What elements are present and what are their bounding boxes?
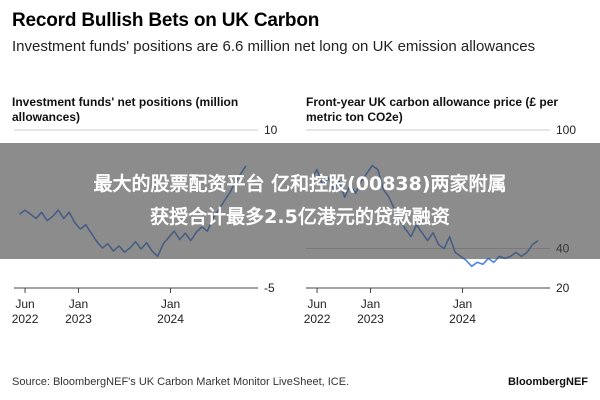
x-tick-label-year: 2024 bbox=[157, 312, 184, 326]
banner-line-2: 获授合计最多2.5亿港元的贷款融资 bbox=[150, 206, 450, 228]
y-tick-label: -5 bbox=[264, 281, 275, 295]
y-tick-label: 100 bbox=[556, 123, 576, 137]
x-tick-label-month: Jan bbox=[453, 297, 472, 311]
x-tick-label-year: 2023 bbox=[357, 312, 384, 326]
x-tick-label-year: 2024 bbox=[449, 312, 476, 326]
x-tick-label-month: Jun bbox=[307, 297, 326, 311]
x-tick-label-month: Jan bbox=[69, 297, 88, 311]
x-tick-label-year: 2022 bbox=[304, 312, 331, 326]
left-chart-title: Investment funds' net positions (million… bbox=[12, 95, 239, 124]
brand-logo-text: BloombergNEF bbox=[507, 376, 588, 388]
y-tick-label: 10 bbox=[264, 123, 278, 137]
x-tick-label-month: Jan bbox=[161, 297, 180, 311]
x-tick-label-year: 2023 bbox=[65, 312, 92, 326]
overlay-banner: 最大的股票配资平台 亿和控股(00838)两家附属 获授合计最多2.5亿港元的贷… bbox=[0, 143, 600, 259]
page-title: Record Bullish Bets on UK Carbon bbox=[12, 10, 320, 31]
source-note: Source: BloombergNEF's UK Carbon Market … bbox=[12, 376, 350, 388]
banner-line-1: 最大的股票配资平台 亿和控股(00838)两家附属 bbox=[93, 173, 507, 195]
y-tick-label: 20 bbox=[556, 281, 570, 295]
page-subtitle: Investment funds' positions are 6.6 mill… bbox=[12, 38, 536, 55]
right-chart-title: Front-year UK carbon allowance price (£ … bbox=[306, 95, 559, 124]
x-tick-label-year: 2022 bbox=[12, 312, 39, 326]
x-tick-label-month: Jan bbox=[361, 297, 380, 311]
x-tick-label-month: Jun bbox=[15, 297, 34, 311]
